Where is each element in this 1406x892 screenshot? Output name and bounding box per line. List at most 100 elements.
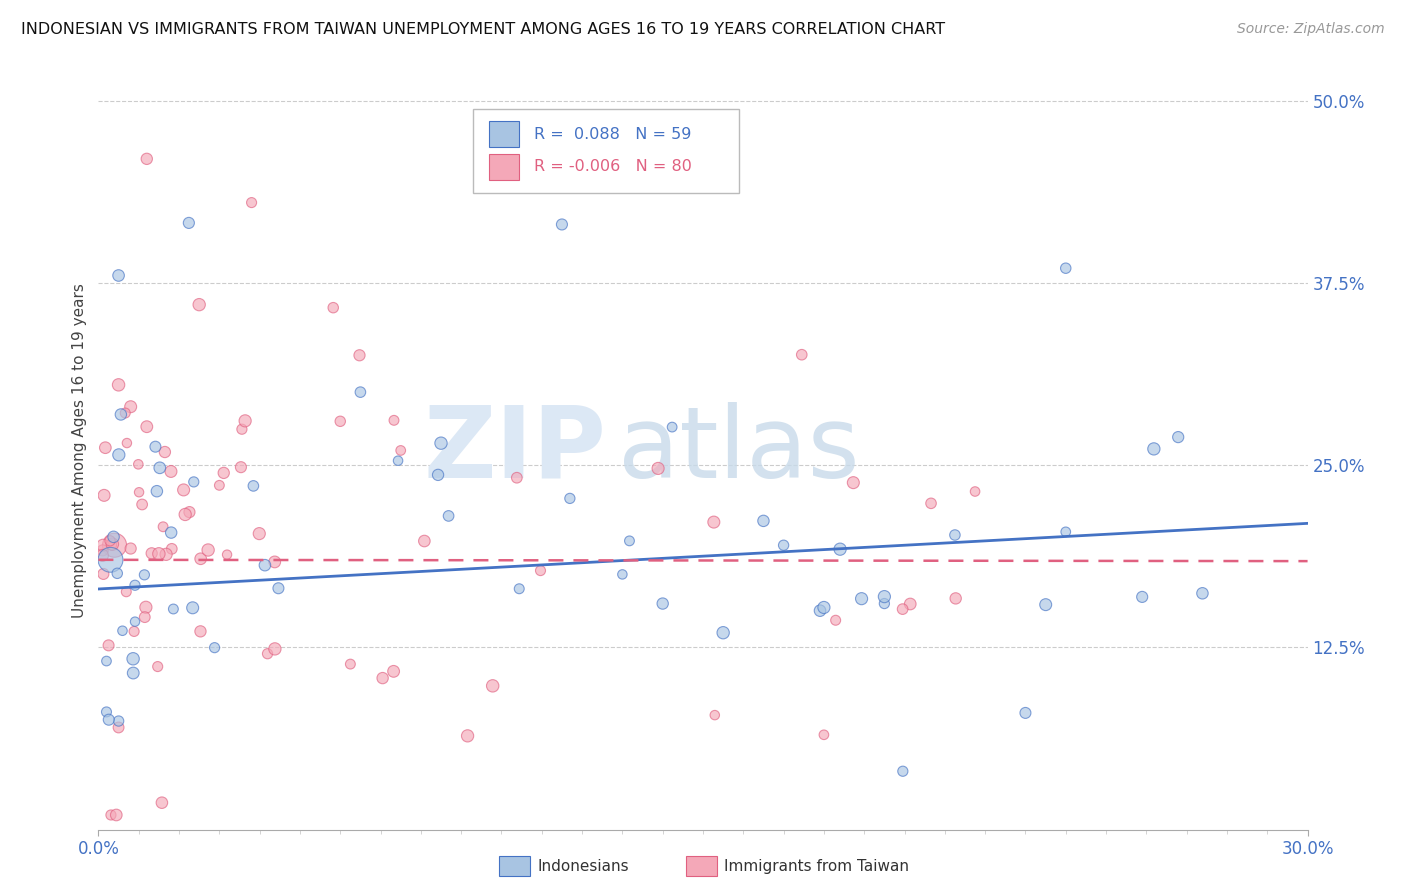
Point	[105, 808, 128, 822]
Point	[135, 152, 157, 166]
Point	[965, 484, 987, 499]
Point	[651, 597, 673, 611]
Point	[122, 652, 145, 666]
Point	[100, 553, 122, 567]
Point	[124, 578, 146, 592]
Point	[256, 647, 278, 661]
Point	[1191, 586, 1213, 600]
Point	[329, 414, 352, 428]
Point	[153, 445, 176, 459]
Point	[146, 659, 169, 673]
Point	[264, 641, 287, 656]
Point	[155, 547, 177, 561]
Point	[808, 604, 831, 618]
Point	[122, 666, 145, 681]
Point	[891, 764, 914, 779]
Point	[1054, 261, 1077, 276]
Point	[1130, 590, 1153, 604]
Point	[122, 624, 145, 639]
Point	[772, 538, 794, 552]
Point	[135, 419, 157, 434]
Point	[457, 729, 479, 743]
Point	[96, 705, 118, 719]
Point	[481, 679, 503, 693]
Point	[91, 538, 114, 552]
Point	[134, 610, 156, 624]
Text: R =  0.088   N = 59: R = 0.088 N = 59	[534, 127, 692, 142]
Point	[135, 600, 157, 615]
Point	[873, 590, 896, 604]
Point	[108, 448, 131, 462]
Point	[97, 713, 120, 727]
Point	[529, 564, 551, 578]
Point	[242, 479, 264, 493]
Point	[212, 466, 235, 480]
Point	[160, 465, 183, 479]
Point	[558, 491, 581, 506]
Point	[349, 385, 371, 400]
Point	[100, 538, 122, 552]
Point	[891, 602, 914, 616]
Point	[387, 453, 409, 467]
Point	[263, 555, 285, 569]
Point	[94, 441, 117, 455]
Point	[233, 414, 256, 428]
Bar	[489, 121, 519, 147]
Point	[253, 558, 276, 573]
Point	[437, 508, 460, 523]
Point	[215, 548, 238, 562]
Point	[1054, 524, 1077, 539]
Point	[134, 567, 156, 582]
Point	[508, 582, 530, 596]
Point	[647, 461, 669, 475]
Point	[371, 671, 394, 685]
Point	[148, 547, 170, 561]
Point	[152, 520, 174, 534]
Point	[150, 796, 173, 810]
Point	[612, 567, 634, 582]
Point	[141, 546, 163, 560]
Point	[91, 543, 114, 558]
Point	[177, 216, 200, 230]
Point	[247, 526, 270, 541]
Point	[349, 348, 371, 362]
Point	[945, 591, 967, 606]
Point	[120, 541, 142, 556]
Point	[179, 505, 201, 519]
Point	[105, 566, 128, 581]
Point	[204, 640, 226, 655]
Text: ZIP: ZIP	[423, 402, 606, 499]
Point	[943, 528, 966, 542]
Point	[111, 624, 134, 638]
Point	[101, 537, 124, 551]
Text: Source: ZipAtlas.com: Source: ZipAtlas.com	[1237, 22, 1385, 37]
Point	[188, 298, 211, 312]
Point	[661, 420, 683, 434]
Point	[1035, 598, 1057, 612]
Y-axis label: Unemployment Among Ages 16 to 19 years: Unemployment Among Ages 16 to 19 years	[72, 283, 87, 618]
Point	[1014, 706, 1036, 720]
Point	[231, 422, 253, 436]
Point	[873, 597, 896, 611]
Point	[824, 613, 846, 627]
Point	[551, 218, 574, 232]
Point	[190, 551, 212, 566]
Point	[322, 301, 344, 315]
Point	[851, 591, 873, 606]
Text: Indonesians: Indonesians	[537, 859, 628, 873]
Point	[145, 440, 167, 454]
Point	[174, 508, 197, 522]
Point	[267, 581, 290, 595]
Point	[149, 460, 172, 475]
Point	[120, 400, 142, 414]
Point	[506, 471, 529, 485]
Point	[114, 406, 136, 420]
Point	[898, 597, 921, 611]
Point	[107, 377, 129, 392]
Point	[160, 541, 183, 556]
Point	[413, 534, 436, 549]
Point	[830, 542, 852, 557]
Point	[107, 268, 129, 283]
Point	[98, 533, 121, 548]
Point	[619, 533, 641, 548]
